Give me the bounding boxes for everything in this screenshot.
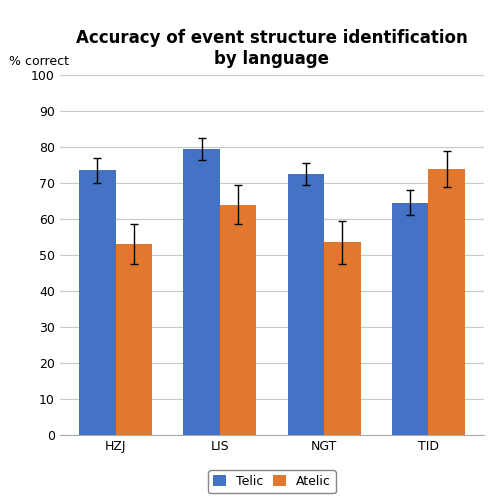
Bar [220,204,256,435]
Bar [183,149,220,435]
Text: % correct: % correct [9,55,69,68]
Title: Accuracy of event structure identification
by language: Accuracy of event structure identificati… [76,29,468,68]
Bar [324,242,361,435]
Bar [79,170,116,435]
Bar [287,174,324,435]
Bar [116,244,152,435]
Legend: Telic, Atelic: Telic, Atelic [208,470,336,493]
Bar [392,203,428,435]
Bar [428,168,465,435]
